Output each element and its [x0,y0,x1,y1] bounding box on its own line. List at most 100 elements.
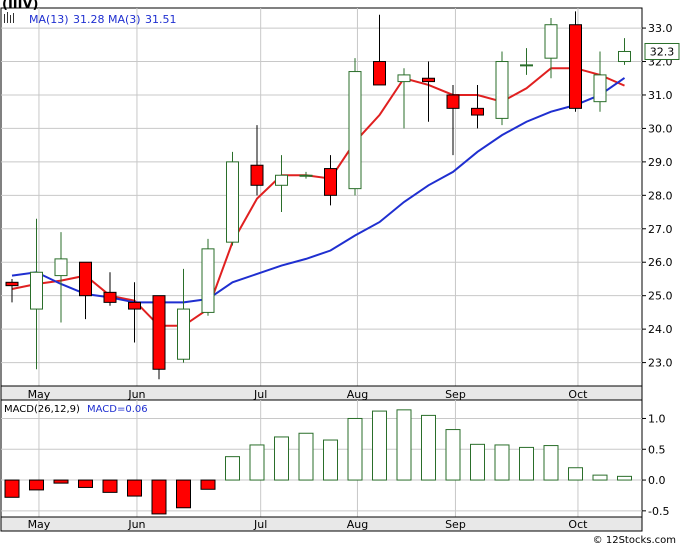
candle-body [495,61,509,119]
candle [128,282,141,343]
macd-bar [53,479,69,484]
macd-bar [29,479,44,491]
candle-body [54,258,68,277]
candle-body [226,161,239,243]
candle [593,51,607,112]
x-tick-label: Oct [568,518,588,531]
x-tick-label: Jul [253,518,267,531]
x-tick-label: Jul [253,388,267,401]
candle [30,218,43,370]
macd-bar [274,436,289,481]
bar-chart-icon [4,12,14,23]
x-tick-label: Sep [445,388,466,401]
candle [348,58,362,196]
macd-y-tick-label: 0.0 [648,474,666,487]
chart-header: (IIIV) MA(13) 31.28 MA(3) 31.51 [2,0,177,26]
macd-bar [568,467,583,481]
macd-bar [372,410,387,481]
price-y-axis: 23.024.025.026.027.028.029.030.031.032.0… [642,22,673,370]
macd-value-label: MACD=0.06 [87,404,148,415]
candle [250,125,264,196]
candle-body [569,24,582,109]
macd-bar [249,444,265,481]
macd-histogram [4,409,632,515]
candle-body [30,271,43,310]
last-price-value: 32.3 [650,45,675,58]
price-y-tick-label: 27.0 [648,223,673,236]
candle-body [348,71,362,190]
candle-body [324,168,337,196]
candle [471,84,484,129]
candle-body [544,24,558,59]
ma13-label: MA(13) [29,13,69,26]
candle [422,61,435,122]
x-tick-label: Aug [347,518,368,531]
macd-bar [347,417,363,481]
x-tick-label: Sep [445,518,466,531]
candle [520,48,533,75]
macd-bar [494,444,510,481]
macd-y-tick-label: 1.0 [648,412,666,425]
macd-bar [617,475,632,481]
candle-body [128,301,141,310]
candle [5,278,19,303]
candle [152,295,166,380]
macd-y-tick-label: 0.5 [648,443,666,456]
candle-body [299,174,313,177]
candle-body [177,308,190,360]
symbol-title: (IIIV) [2,0,38,12]
candle [201,238,215,316]
candle-body [593,74,607,103]
candle [324,155,337,206]
price-x-axis: May Jun Jul Aug Sep Oct [28,388,589,401]
price-grid [1,8,642,386]
macd-bar [200,479,216,490]
copyright-text: © 12Stocks.com [593,535,676,546]
macd-bar [519,446,534,481]
candle [373,14,386,86]
macd-bar [298,432,314,481]
price-y-tick-label: 33.0 [648,22,673,35]
price-panel [0,7,643,387]
candle-body [422,77,435,83]
last-price-badge: 32.3 [644,42,680,60]
macd-bar [151,479,167,515]
candle [103,272,117,306]
candle-body [618,50,631,63]
candle [446,84,460,156]
x-tick-label: May [28,518,51,531]
price-x-axis-band [0,385,643,401]
macd-y-axis: -0.5 0.0 0.5 1.0 [642,412,669,518]
candle-body [471,107,484,116]
candle-body [201,248,215,313]
candle [226,151,239,246]
price-y-tick-label: 24.0 [648,323,673,336]
price-y-tick-label: 23.0 [648,357,673,370]
macd-bar [225,456,240,481]
candle [177,268,190,363]
macd-x-axis-band [0,516,643,532]
x-tick-label: Jun [127,388,145,401]
candle-body [520,64,533,67]
macd-bar [176,479,191,509]
macd-bar [396,409,412,481]
x-tick-label: Oct [568,388,588,401]
macd-bar [445,429,461,481]
candle [54,232,68,323]
candle-body [397,74,411,83]
candlestick-series [5,11,631,380]
price-y-tick-label: 26.0 [648,256,673,269]
macd-bar [592,474,608,481]
x-tick-label: Jun [127,518,145,531]
candle-body [152,295,166,370]
candle [569,11,582,112]
candle [299,171,313,179]
macd-y-tick-label: -0.5 [648,505,669,518]
macd-header: MACD(26,12,9) MACD=0.06 [4,404,148,415]
ma3-label: MA(3) [108,13,141,26]
candle-body [103,291,117,303]
price-y-tick-label: 25.0 [648,290,673,303]
macd-grid [1,400,642,517]
